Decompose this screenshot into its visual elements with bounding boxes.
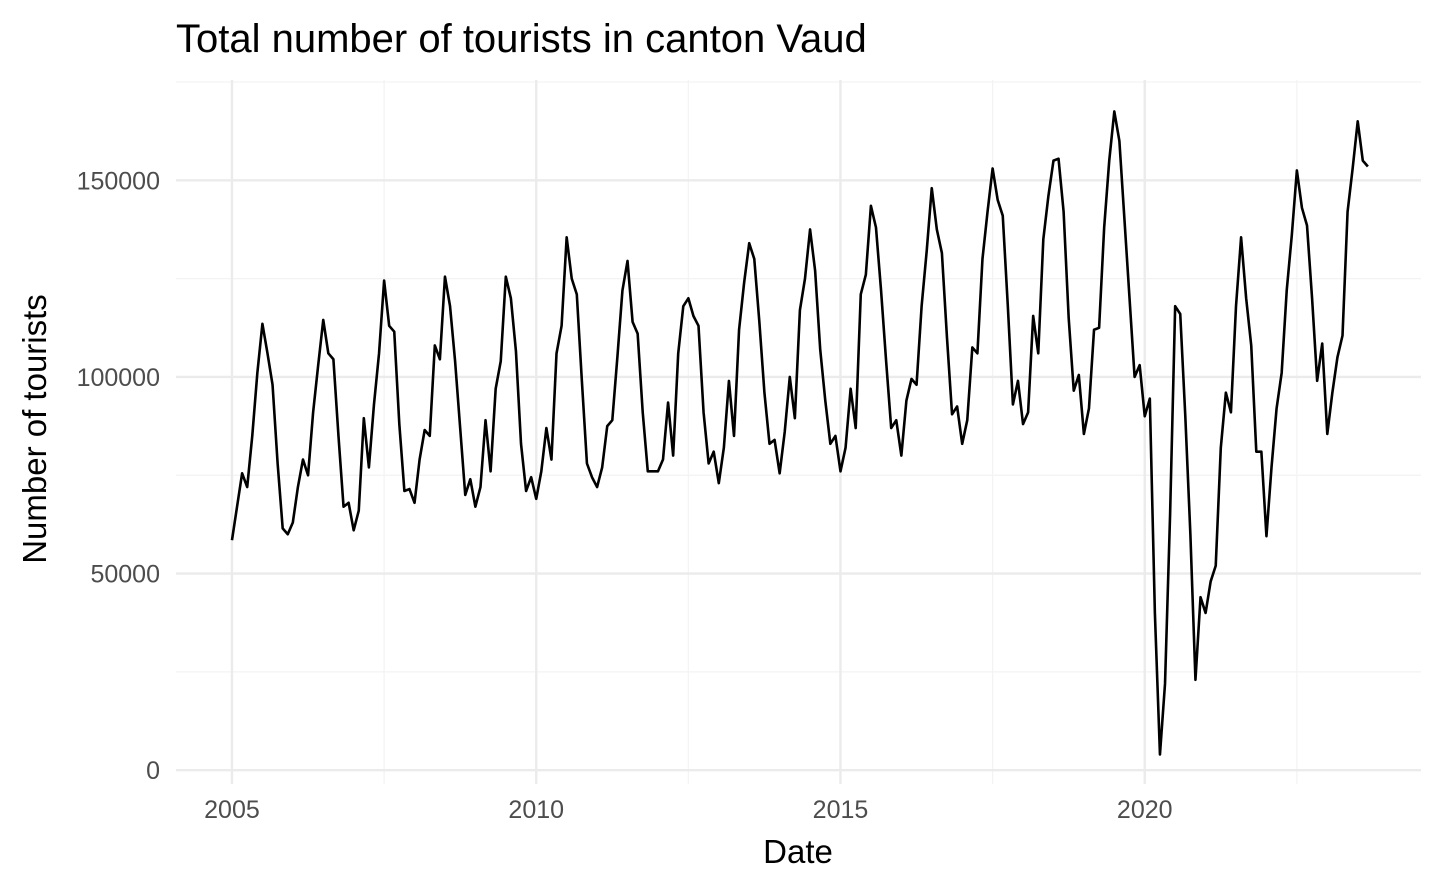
x-tick-label: 2020 [1117, 796, 1173, 824]
y-axis-title: Number of tourists [16, 294, 53, 564]
x-axis-tick-labels: 2005 2010 2015 2020 [204, 796, 1172, 824]
x-tick-label: 2010 [508, 796, 564, 824]
x-tick-label: 2015 [813, 796, 869, 824]
y-axis-tick-labels: 0 50000 100000 150000 [77, 167, 160, 785]
series-line [230, 110, 1369, 756]
x-axis-title: Date [763, 833, 833, 870]
series-layer [230, 110, 1369, 756]
x-tick-label: 2005 [204, 796, 260, 824]
y-tick-label: 50000 [90, 561, 160, 589]
y-tick-label: 0 [146, 757, 160, 785]
y-tick-label: 100000 [77, 364, 160, 392]
y-tick-label: 150000 [77, 167, 160, 195]
chart-title: Total number of tourists in canton Vaud [176, 17, 867, 61]
